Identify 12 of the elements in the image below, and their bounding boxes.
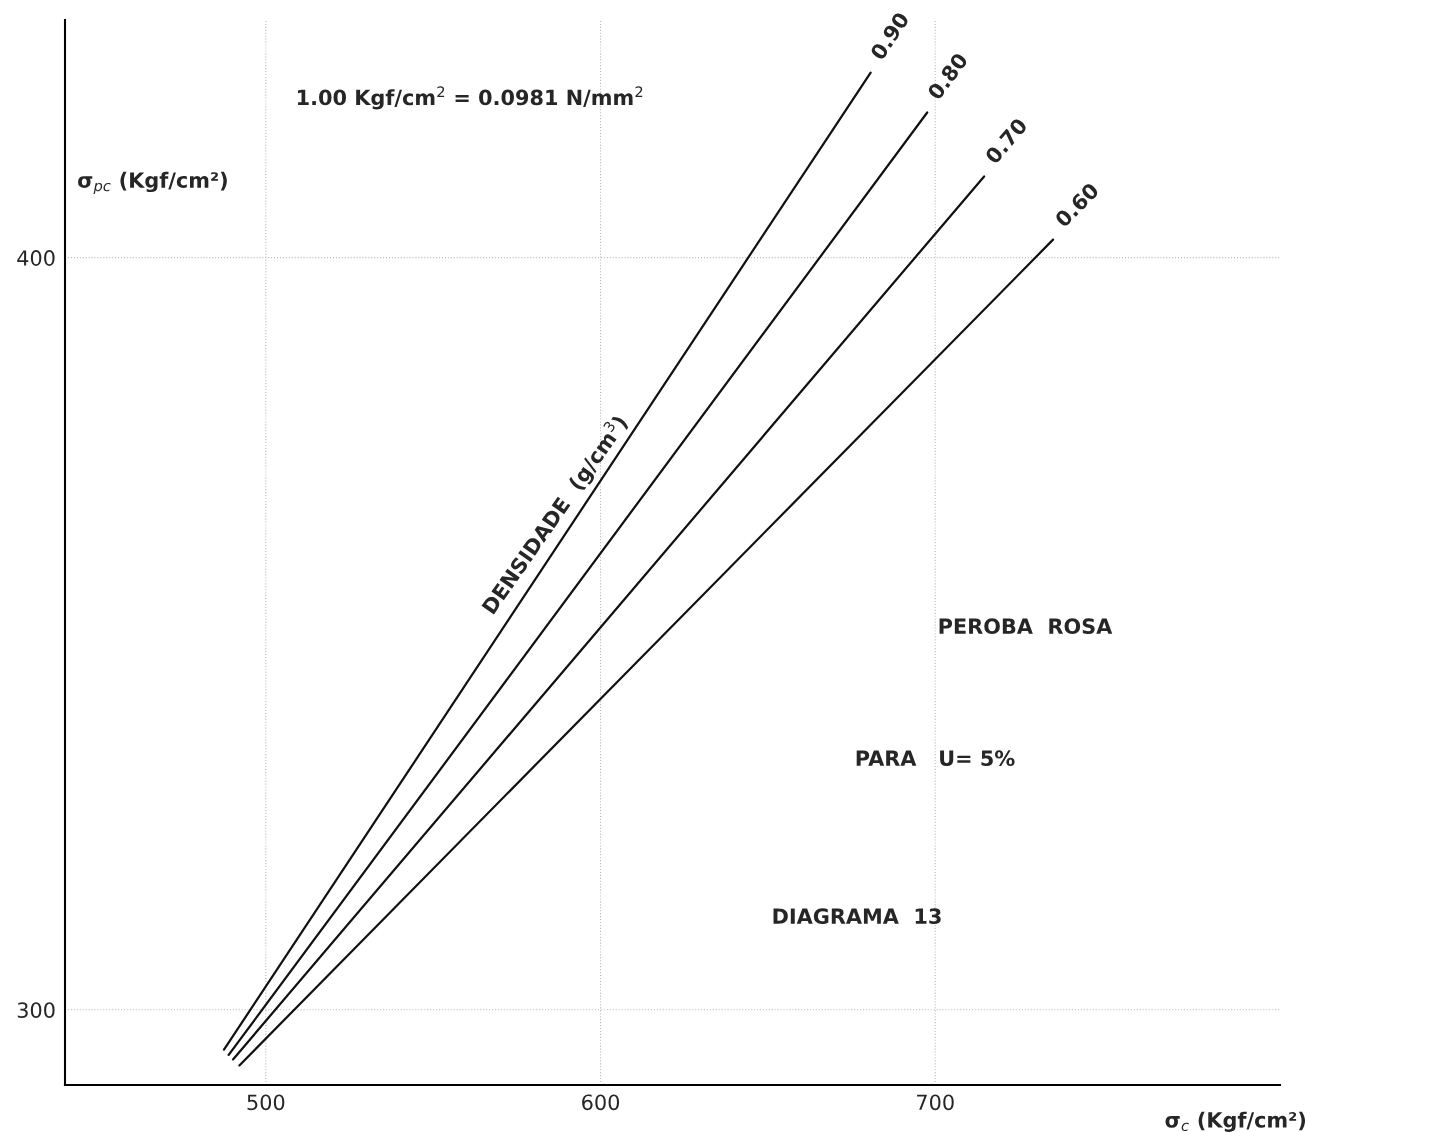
y-axis-title: σ$_{pc}$ (Kgf/cm²) [78,171,227,195]
annotation: DENSIDADE (g/cm$^{3}$) [478,412,632,618]
annotation: 1.00 Kgf/cm$^{2}$ = 0.0981 N/mm$^{2}$ [297,86,643,110]
x-axis-title: σ$_{c}$ (Kgf/cm²) [1165,1111,1305,1132]
annotation: DIAGRAMA 13 [773,908,941,925]
x-tick-label: 600 [582,1094,620,1111]
y-tick-label: 300 [17,1002,55,1018]
x-tick-label: 500 [247,1094,285,1111]
x-tick-label: 700 [917,1094,954,1111]
annotation: PEROBA ROSA [939,618,1113,635]
y-tick-label: 400 [17,250,55,266]
annotation: PARA U= 5% [856,750,1015,767]
